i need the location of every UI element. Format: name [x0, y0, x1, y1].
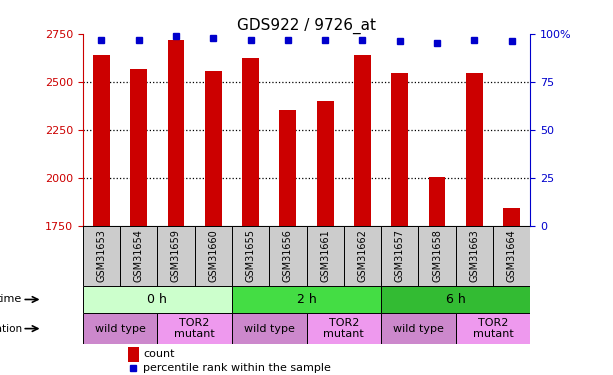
Bar	[195, 226, 232, 286]
Bar	[418, 226, 455, 286]
Text: GSM31655: GSM31655	[246, 230, 256, 282]
Bar	[306, 226, 344, 286]
Text: percentile rank within the sample: percentile rank within the sample	[143, 363, 331, 373]
Bar	[344, 226, 381, 286]
Text: time: time	[0, 294, 22, 304]
Text: GSM31656: GSM31656	[283, 230, 293, 282]
Bar	[158, 313, 232, 344]
Bar	[493, 226, 530, 286]
Bar	[354, 55, 371, 226]
Bar	[83, 286, 232, 313]
Bar	[120, 226, 158, 286]
Text: 0 h: 0 h	[147, 293, 167, 306]
Text: GSM31654: GSM31654	[134, 230, 143, 282]
Bar	[232, 286, 381, 313]
Text: GSM31663: GSM31663	[470, 230, 479, 282]
Bar	[381, 226, 418, 286]
Bar	[280, 110, 296, 226]
Bar	[83, 313, 158, 344]
Bar	[503, 208, 520, 226]
Bar	[232, 226, 269, 286]
Bar	[242, 58, 259, 226]
Bar	[158, 226, 195, 286]
Bar	[131, 69, 147, 226]
Text: wild type: wild type	[244, 324, 295, 334]
Bar	[317, 101, 333, 226]
Text: GSM31657: GSM31657	[395, 230, 405, 282]
Text: GSM31658: GSM31658	[432, 230, 442, 282]
Text: GSM31662: GSM31662	[357, 230, 367, 282]
Bar	[128, 347, 139, 362]
Text: 6 h: 6 h	[446, 293, 465, 306]
Text: wild type: wild type	[393, 324, 444, 334]
Text: count: count	[143, 349, 175, 358]
Bar	[381, 313, 455, 344]
Bar	[167, 39, 185, 226]
Bar	[205, 71, 222, 226]
Bar	[455, 226, 493, 286]
Bar	[93, 55, 110, 226]
Bar	[269, 226, 306, 286]
Bar	[232, 313, 306, 344]
Bar	[381, 286, 530, 313]
Text: GSM31660: GSM31660	[208, 230, 218, 282]
Text: GSM31661: GSM31661	[320, 230, 330, 282]
Bar	[455, 313, 530, 344]
Text: wild type: wild type	[94, 324, 145, 334]
Bar	[306, 313, 381, 344]
Text: TOR2
mutant: TOR2 mutant	[174, 318, 215, 339]
Text: GSM31659: GSM31659	[171, 230, 181, 282]
Text: TOR2
mutant: TOR2 mutant	[473, 318, 513, 339]
Text: 2 h: 2 h	[297, 293, 316, 306]
Text: GSM31664: GSM31664	[506, 230, 517, 282]
Bar	[428, 177, 446, 226]
Title: GDS922 / 9726_at: GDS922 / 9726_at	[237, 18, 376, 34]
Text: genotype/variation: genotype/variation	[0, 324, 22, 334]
Bar	[466, 73, 482, 226]
Text: GSM31653: GSM31653	[96, 230, 107, 282]
Bar	[391, 73, 408, 226]
Bar	[83, 226, 120, 286]
Text: TOR2
mutant: TOR2 mutant	[324, 318, 364, 339]
